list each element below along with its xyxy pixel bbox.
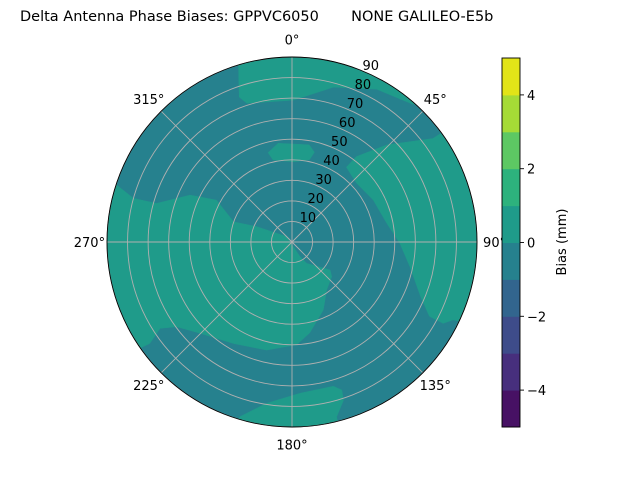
theta-tick-label: 270° [74, 236, 105, 251]
colorbar-tick-label: 0 [527, 237, 535, 252]
tick-labels: 0° 45° 90° 135° 180° 225° 270° 315° 10 20 30 40 50 60… [74, 33, 506, 453]
colorbar-segment [502, 242, 520, 280]
grid-spoke [160, 241, 293, 374]
colorbar-segment [502, 131, 520, 170]
polar-grid [106, 56, 478, 428]
colorbar-label: Bias (mm) [555, 209, 570, 276]
contour-region [267, 143, 315, 163]
colorbar-segment [502, 58, 520, 96]
r-tick-label: 20 [307, 192, 324, 207]
theta-tick-label: 225° [133, 379, 164, 394]
colorbar-segment [502, 168, 520, 207]
r-tick-label: 80 [355, 78, 372, 93]
colorbar-tick-label: −4 [527, 384, 546, 399]
grid-spoke [160, 110, 293, 243]
colorbar-tick-label: 2 [527, 163, 535, 178]
grid-spoke [291, 241, 424, 374]
theta-tick-label: 135° [420, 379, 451, 394]
theta-tick-label: 180° [276, 439, 307, 454]
theta-tick-label: 315° [133, 93, 164, 108]
colorbar-segment [502, 390, 520, 428]
contour-region [231, 385, 344, 427]
colorbar-segment [502, 205, 520, 243]
chart-title: Delta Antenna Phase Biases: GPPVC6050 NO… [20, 9, 494, 25]
colorbar-tick-label: −2 [527, 310, 546, 325]
colorbar-segment [502, 316, 520, 354]
colorbar-segment [502, 353, 520, 391]
colorbar-segment [502, 94, 520, 133]
colorbar-segment [502, 279, 520, 317]
grid-spoke [291, 110, 424, 243]
r-tick-label: 90 [363, 59, 380, 74]
r-tick-label: 30 [315, 173, 332, 188]
r-tick-label: 60 [339, 116, 356, 131]
theta-tick-label: 90° [483, 236, 506, 251]
r-tick-label: 70 [347, 97, 364, 112]
polar-frame [106, 56, 478, 428]
colorbar-tick-label: 4 [527, 89, 535, 104]
theta-tick-label: 45° [424, 93, 447, 108]
r-tick-label: 10 [300, 211, 317, 226]
colorbar: −4 −2 0 2 4 Bias (mm) [501, 57, 570, 428]
contour-region [346, 120, 477, 326]
theta-tick-label: 0° [285, 33, 300, 48]
r-tick-label: 50 [331, 135, 348, 150]
contour-region [231, 57, 438, 108]
r-tick-label: 40 [323, 154, 340, 169]
